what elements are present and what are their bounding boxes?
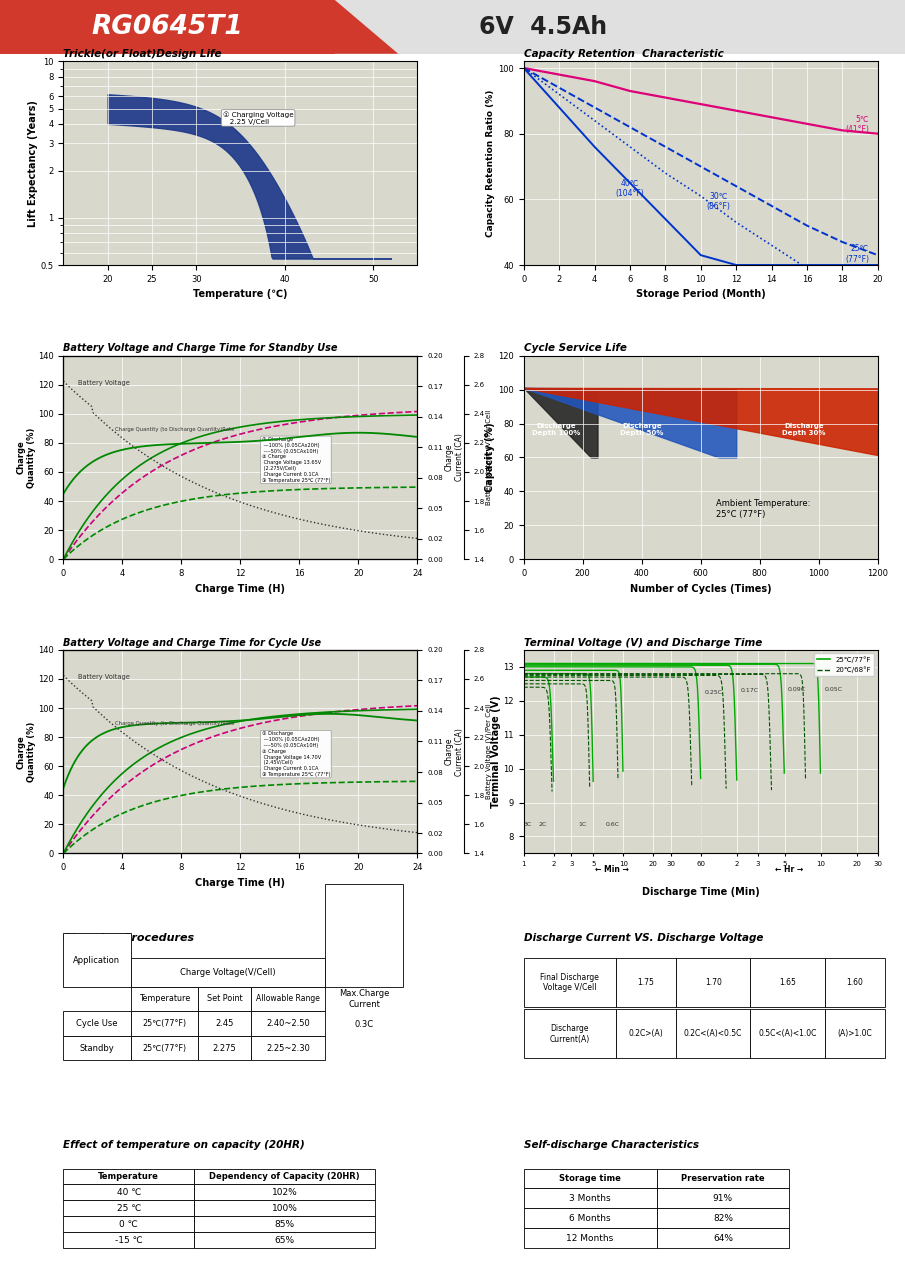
Polygon shape: [335, 0, 398, 54]
Text: 1C: 1C: [578, 822, 586, 827]
CQ: [269, 419, 280, 434]
Y-axis label: Charge
Quantity (%): Charge Quantity (%): [17, 428, 36, 488]
Line: CQ: CQ: [63, 411, 417, 559]
Text: Charging Procedures: Charging Procedures: [63, 933, 195, 943]
Y-axis label: Battery Voltage (V)/Per Cell: Battery Voltage (V)/Per Cell: [486, 704, 492, 799]
X-axis label: Charge Time (H): Charge Time (H): [195, 878, 285, 888]
Text: Terminal Voltage (V) and Discharge Time: Terminal Voltage (V) and Discharge Time: [524, 637, 762, 648]
Text: 3C: 3C: [523, 822, 531, 827]
X-axis label: Temperature (℃): Temperature (℃): [193, 289, 288, 300]
Y-axis label: Capacity Retention Ratio (%): Capacity Retention Ratio (%): [487, 90, 495, 237]
Text: ① Discharge
 —100% (0.05CAx20H)
 ----50% (0.05CAx10H)
② Charge
 Charge Voltage 1: ① Discharge —100% (0.05CAx20H) ----50% (…: [262, 436, 330, 483]
Text: RG0645T1: RG0645T1: [91, 14, 243, 40]
CQ: [59, 550, 70, 566]
Text: 25℃
(77°F): 25℃ (77°F): [845, 244, 869, 264]
Text: Battery Voltage and Charge Time for Standby Use: Battery Voltage and Charge Time for Stan…: [63, 343, 338, 353]
Text: 6V  4.5Ah: 6V 4.5Ah: [479, 15, 607, 38]
Text: Discharge
Depth 50%: Discharge Depth 50%: [620, 424, 663, 436]
Y-axis label: Charge
Quantity (%): Charge Quantity (%): [17, 722, 36, 782]
CQ: [274, 417, 285, 433]
Text: 30℃
(86°F): 30℃ (86°F): [707, 192, 730, 211]
X-axis label: Number of Cycles (Times): Number of Cycles (Times): [630, 584, 772, 594]
Text: 5℃
(41°F): 5℃ (41°F): [845, 115, 869, 134]
CQ: [58, 552, 69, 567]
Text: Effect of temperature on capacity (20HR): Effect of temperature on capacity (20HR): [63, 1140, 305, 1151]
CQ: [357, 407, 367, 422]
Text: Discharge
Depth 30%: Discharge Depth 30%: [782, 424, 826, 436]
Text: Cycle Service Life: Cycle Service Life: [524, 343, 626, 353]
Text: 0.17C: 0.17C: [740, 689, 758, 694]
Text: 0.05C: 0.05C: [824, 686, 843, 691]
Y-axis label: Charge
Current (CA): Charge Current (CA): [444, 434, 463, 481]
Y-axis label: Lift Expectancy (Years): Lift Expectancy (Years): [28, 100, 38, 227]
Text: ← Min →: ← Min →: [595, 865, 629, 874]
Text: Ambient Temperature:
25°C (77°F): Ambient Temperature: 25°C (77°F): [716, 499, 810, 518]
Y-axis label: Terminal Voltage (V): Terminal Voltage (V): [491, 695, 500, 808]
Bar: [0, 0, 335, 54]
Text: Battery Voltage: Battery Voltage: [78, 380, 130, 385]
Text: 0.6C: 0.6C: [605, 822, 620, 827]
Text: Battery Voltage and Charge Time for Cycle Use: Battery Voltage and Charge Time for Cycl…: [63, 637, 321, 648]
Text: Discharge Current VS. Discharge Voltage: Discharge Current VS. Discharge Voltage: [524, 933, 763, 943]
CQ: [268, 419, 279, 434]
Text: Charge Quantity (to Discharge Quantity)Rate: Charge Quantity (to Discharge Quantity)R…: [115, 722, 234, 727]
Legend: 25℃/77°F, 20℃/68°F: 25℃/77°F, 20℃/68°F: [814, 653, 874, 676]
Text: Charge Quantity (to Discharge Quantity)Rate: Charge Quantity (to Discharge Quantity)R…: [115, 428, 234, 433]
X-axis label: Storage Period (Month): Storage Period (Month): [636, 289, 766, 300]
Y-axis label: Charge
Current (CA): Charge Current (CA): [444, 728, 463, 776]
CQ: [379, 406, 390, 421]
Text: ← Hr →: ← Hr →: [776, 865, 804, 874]
Text: 0.25C: 0.25C: [704, 690, 722, 695]
Text: Discharge
Depth 100%: Discharge Depth 100%: [532, 424, 580, 436]
Text: Battery Voltage: Battery Voltage: [78, 675, 130, 680]
Text: Capacity Retention  Characteristic: Capacity Retention Characteristic: [524, 49, 723, 59]
Y-axis label: Capacity (%): Capacity (%): [485, 422, 495, 493]
X-axis label: Discharge Time (Min): Discharge Time (Min): [642, 887, 759, 896]
Text: 0.09C: 0.09C: [788, 687, 806, 692]
Text: Trickle(or Float)Design Life: Trickle(or Float)Design Life: [63, 49, 222, 59]
Y-axis label: Battery Voltage (V)/Per Cell: Battery Voltage (V)/Per Cell: [486, 410, 492, 506]
Text: Self-discharge Characteristics: Self-discharge Characteristics: [524, 1140, 699, 1151]
Text: ① Discharge
 —100% (0.05CAx20H)
 ----50% (0.05CAx10H)
② Charge
 Charge Voltage 1: ① Discharge —100% (0.05CAx20H) ----50% (…: [262, 731, 330, 777]
Text: 2C: 2C: [538, 822, 548, 827]
CQ: [412, 403, 423, 419]
Text: ① Charging Voltage
   2.25 V/Cell: ① Charging Voltage 2.25 V/Cell: [223, 111, 293, 124]
Text: 40℃
(104°F): 40℃ (104°F): [615, 179, 644, 198]
X-axis label: Charge Time (H): Charge Time (H): [195, 584, 285, 594]
